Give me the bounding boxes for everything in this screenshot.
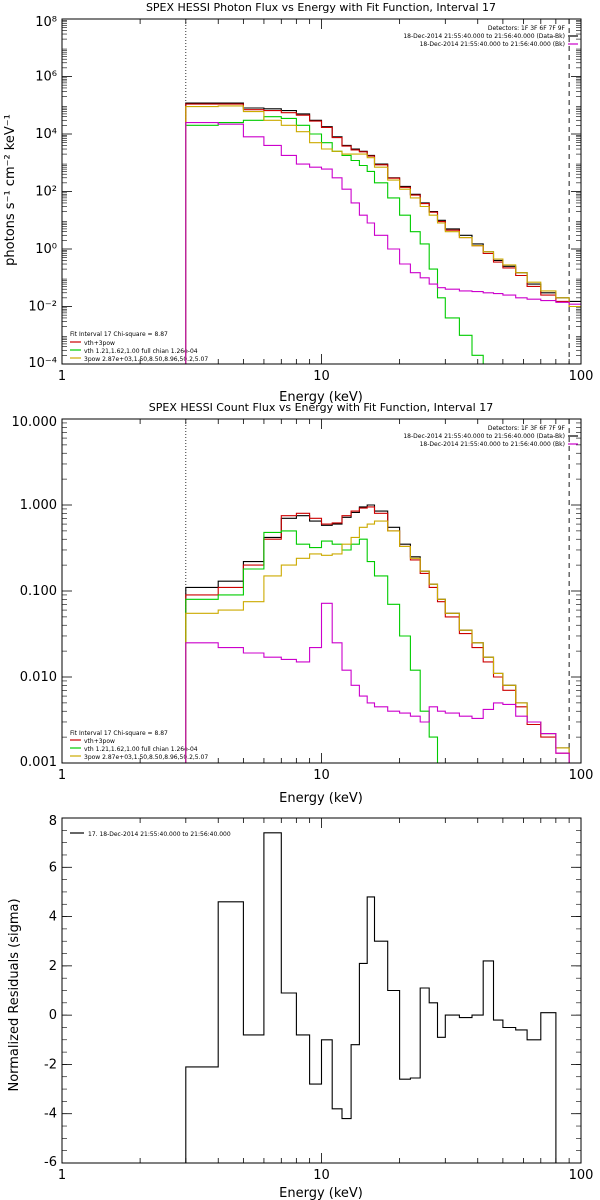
x-axis-label: Energy (keV) bbox=[279, 1186, 363, 1200]
y-tick-label: 10⁸ bbox=[35, 15, 57, 30]
x-tick-label: 10 bbox=[313, 768, 330, 783]
y-tick-label: 0.010 bbox=[20, 670, 57, 685]
header-line: 18-Dec-2014 21:55:40.000 to 21:56:40.000… bbox=[420, 41, 565, 48]
x-axis-label: Energy (keV) bbox=[279, 390, 363, 405]
count-flux-panel: SPEX HESSI Count Flux vs Energy with Fit… bbox=[12, 401, 594, 806]
header-line: 18-Dec-2014 21:55:40.000 to 21:56:40.000… bbox=[403, 33, 565, 40]
header-line: Detectors: 1F 3F 6F 7F 9F bbox=[488, 25, 566, 32]
header-line: 18-Dec-2014 21:55:40.000 to 21:56:40.000… bbox=[403, 433, 565, 440]
y-tick-label: 4 bbox=[49, 910, 57, 925]
x-tick-label: 10 bbox=[313, 369, 330, 384]
legend-label: vth+3pow bbox=[84, 340, 115, 347]
y-tick-label: 6 bbox=[49, 860, 57, 875]
legend-label: 3pow 2.87e+03,1.50,8.50,8.96,50.2,5.07 bbox=[84, 754, 208, 761]
series-line-4 bbox=[185, 122, 581, 364]
legend-label: vth 1.21,1.62,1.00 full chian 1.26e-04 bbox=[84, 746, 198, 753]
x-tick-label: 1 bbox=[58, 768, 66, 783]
series-line-2 bbox=[185, 530, 473, 763]
legend-label: 17. 18-Dec-2014 21:55:40.000 to 21:56:40… bbox=[88, 831, 231, 838]
y-tick-label: 10⁰ bbox=[35, 242, 57, 257]
plot-frame bbox=[61, 418, 582, 764]
y-tick-label: 8 bbox=[49, 814, 57, 829]
y-tick-label: 10⁻⁴ bbox=[28, 356, 57, 371]
y-tick-label: 10.000 bbox=[12, 415, 58, 430]
y-tick-label: 10⁻² bbox=[28, 300, 57, 315]
y-tick-label: 10⁶ bbox=[35, 70, 57, 85]
series-line-3 bbox=[185, 105, 581, 364]
series-line-1 bbox=[185, 103, 581, 364]
plot-frame bbox=[61, 817, 582, 1164]
header-line: Detectors: 1F 3F 6F 7F 9F bbox=[488, 425, 566, 432]
x-tick-label: 100 bbox=[569, 1168, 594, 1183]
y-axis-label: Normalized Residuals (sigma) bbox=[7, 898, 22, 1091]
legend-label: vth 1.21,1.62,1.00 full chian 1.26e-04 bbox=[84, 348, 198, 355]
legend-label: vth+3pow bbox=[84, 738, 115, 745]
y-tick-label: 1.000 bbox=[20, 498, 57, 513]
series-line-4 bbox=[185, 602, 581, 763]
y-axis-label: photons s⁻¹ cm⁻² keV⁻¹ bbox=[3, 114, 18, 266]
y-tick-label: 2 bbox=[49, 959, 57, 974]
y-tick-label: 10² bbox=[35, 185, 57, 200]
legend-label: 3pow 2.87e+03,1.50,8.50,8.96,50.2,5.07 bbox=[84, 356, 208, 363]
series-line-0 bbox=[185, 102, 581, 364]
header-line: 18-Dec-2014 21:55:40.000 to 21:56:40.000… bbox=[420, 441, 565, 448]
panel-title: SPEX HESSI Photon Flux vs Energy with Fi… bbox=[146, 1, 496, 14]
fit-info: Fit Interval 17 Chi-square = 8.87 bbox=[70, 730, 168, 737]
series-line-2 bbox=[185, 116, 496, 364]
y-tick-label: 10⁴ bbox=[35, 127, 57, 142]
x-tick-label: 100 bbox=[569, 369, 594, 384]
series-line-1 bbox=[185, 506, 581, 763]
y-tick-label: 0.001 bbox=[20, 755, 57, 770]
x-tick-label: 100 bbox=[569, 768, 594, 783]
y-tick-label: 0.100 bbox=[20, 584, 57, 599]
plot-frame bbox=[61, 18, 582, 365]
x-tick-label: 10 bbox=[313, 1168, 330, 1183]
photon-flux-panel: SPEX HESSI Photon Flux vs Energy with Fi… bbox=[3, 1, 593, 405]
y-tick-label: -4 bbox=[44, 1107, 57, 1122]
y-tick-label: -2 bbox=[44, 1057, 57, 1072]
x-tick-label: 1 bbox=[58, 1168, 66, 1183]
fit-info: Fit Interval 17 Chi-square = 8.87 bbox=[70, 331, 168, 338]
series-line-0 bbox=[185, 504, 581, 763]
y-tick-label: 0 bbox=[49, 1008, 57, 1023]
x-tick-label: 1 bbox=[58, 369, 66, 384]
y-tick-label: -6 bbox=[44, 1155, 57, 1170]
panel-title: SPEX HESSI Count Flux vs Energy with Fit… bbox=[149, 401, 493, 414]
series-line-0 bbox=[185, 832, 581, 1163]
x-axis-label: Energy (keV) bbox=[279, 791, 363, 806]
residuals-panel: Normalized Residuals (sigma) Energy (keV… bbox=[7, 814, 593, 1200]
series-line-3 bbox=[185, 520, 581, 763]
